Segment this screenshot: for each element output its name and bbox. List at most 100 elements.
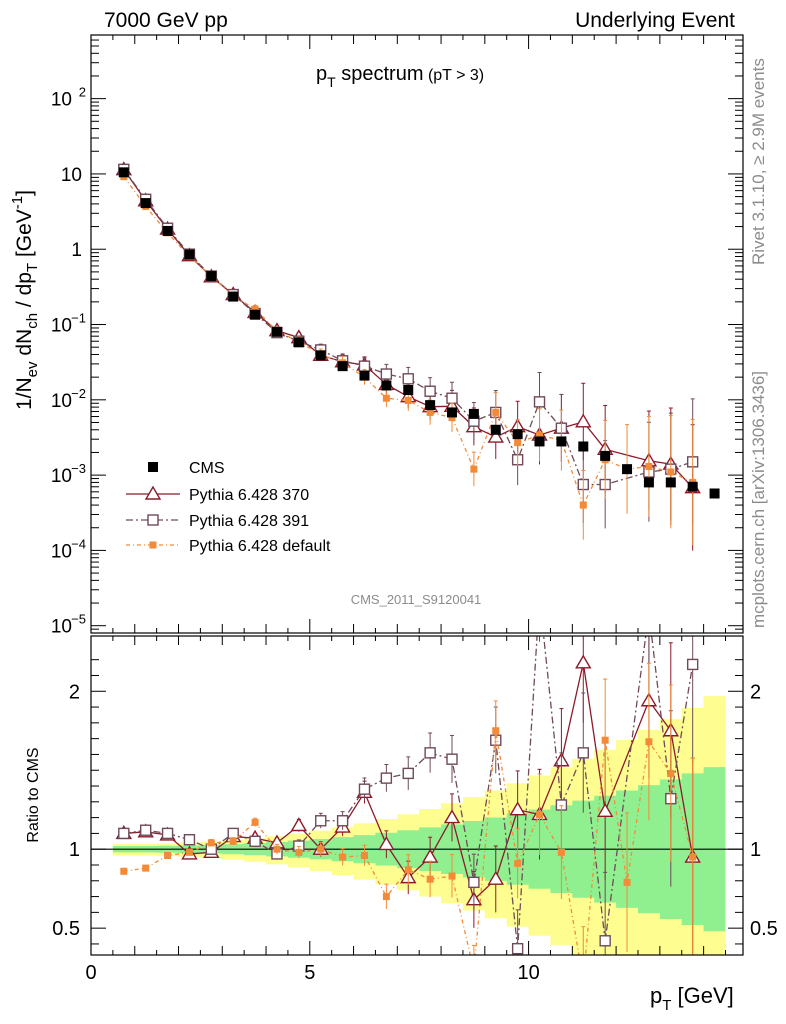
ratio-point-p370-21 — [575, 654, 592, 669]
xlab-3: [GeV] — [671, 983, 733, 1008]
mcplots-label: mcplots.cern.ch [arXiv:1306.3436] — [749, 371, 768, 628]
y-tick-label-3: 10−2 — [51, 386, 86, 412]
x-tick-label-5: 5 — [304, 962, 315, 984]
ratio-point-pdef-15 — [448, 872, 456, 880]
main-point-p370-17 — [487, 428, 504, 443]
y-tick-label-6: 10 — [61, 165, 82, 186]
ratio-point-p391-15 — [446, 753, 458, 765]
ratio-point-pdef-18 — [514, 859, 522, 867]
ratio-point-p370-22 — [596, 802, 614, 817]
x-axis-label: pT [GeV] — [650, 983, 734, 1014]
legend-marker-p391 — [147, 514, 159, 526]
ratio-point-p370-15 — [443, 809, 461, 824]
cms-point-2 — [162, 225, 173, 236]
ratio-point-p391-16 — [468, 876, 480, 889]
ratio-point-pdef-22 — [601, 736, 609, 744]
legend: CMS Pythia 6.428 370 Pythia 6.428 391 Pythi… — [126, 460, 331, 555]
ylab-4: ch — [24, 313, 41, 329]
legend-marker-p370 — [144, 485, 162, 500]
ratio-series-line-pdef — [123, 730, 694, 955]
ratio-point-p391-10 — [336, 815, 349, 827]
ylab-3: dN — [13, 329, 36, 362]
main-point-pdef-6 — [251, 305, 259, 313]
ratio-point-pdef-0 — [120, 867, 128, 875]
ratio-tick-label-l-1: 1 — [69, 839, 80, 861]
legend-label-cms: CMS — [189, 460, 225, 477]
ratio-point-pdef-13 — [404, 866, 412, 874]
ratio-tick-label-r-1: 1 — [750, 839, 761, 861]
ylab-2: ev — [24, 361, 41, 377]
cms-point-25 — [665, 477, 676, 488]
main-series-line-p370 — [123, 169, 694, 489]
main-point-pdef-21 — [579, 501, 587, 509]
ratio-point-p391-9 — [315, 815, 327, 827]
cms-point-20 — [556, 436, 567, 447]
cms-point-10 — [337, 361, 348, 372]
ylab-9: ] — [13, 190, 36, 196]
ratio-point-pdef-16 — [470, 967, 477, 974]
ratio-axis-label: Ratio to CMS — [25, 747, 42, 842]
ylab-7: [GeV — [13, 209, 36, 263]
ratio-point-p391-12 — [380, 772, 393, 784]
main-plot-frame — [90, 34, 744, 634]
cms-point-23 — [622, 464, 633, 475]
main-series-line-p391 — [123, 168, 693, 486]
cms-point-9 — [315, 350, 326, 361]
ratio-point-p391-19 — [535, 592, 545, 602]
ratio-point-pdef-12 — [382, 893, 390, 901]
legend-marker-pdef — [149, 541, 157, 549]
ratio-point-pdef-14 — [426, 875, 434, 883]
main-point-pdef-19 — [536, 431, 544, 439]
ratio-point-pdef-7 — [273, 845, 281, 853]
y-tick-label-5: 1 — [71, 240, 82, 261]
main-point-pdef-14 — [426, 408, 434, 416]
ratio-point-p391-23 — [644, 607, 654, 617]
y-tick-label-7: 10 2 — [51, 85, 86, 111]
main-panel-series — [115, 161, 720, 551]
cms-point-3 — [184, 249, 195, 260]
main-point-pdef-18 — [514, 439, 522, 447]
ratio-point-pdef-23 — [623, 878, 631, 886]
ratio-point-pdef-3 — [185, 848, 193, 856]
ratio-point-pdef-26 — [689, 853, 697, 861]
ratio-point-pdef-21 — [580, 977, 587, 984]
rivet-label: Rivet 3.1.10, ≥ 2.9M events — [749, 58, 768, 265]
ratio-point-p391-5 — [227, 827, 239, 840]
cms-point-18 — [512, 429, 523, 440]
ratio-point-pdef-9 — [317, 845, 325, 853]
y-tick-label-1: 10−4 — [51, 536, 86, 562]
cms-point-27 — [709, 488, 720, 499]
y-tick-exp-1: −4 — [71, 536, 86, 551]
main-point-p391-15 — [446, 392, 458, 404]
ratio-point-pdef-8 — [295, 848, 303, 856]
ratio-point-p370-12 — [378, 836, 395, 851]
ratio-point-pdef-20 — [557, 848, 565, 856]
ratio-point-p391-0 — [118, 827, 130, 840]
x-tick-label-0: 0 — [85, 962, 96, 984]
ratio-point-p391-14 — [424, 747, 436, 759]
plot-title-sub: T — [327, 74, 336, 90]
cms-point-1 — [140, 198, 151, 209]
ratio-point-pdef-25 — [667, 769, 675, 777]
ratio-point-pdef-2 — [164, 852, 172, 860]
ylab-6: T — [24, 263, 41, 272]
data-series — [115, 161, 720, 984]
cms-point-12 — [381, 380, 392, 391]
cms-point-24 — [643, 477, 654, 488]
analysis-id: CMS_2011_S9120041 — [351, 592, 482, 607]
ratio-tick-label-r-0.5: 0.5 — [750, 918, 778, 940]
main-point-pdef-17 — [492, 408, 500, 416]
axes: 0 5 10 10−5 10−4 10−3 10−2 10−1 1 10 10 2 0.5 0.5 1 1 2 2 — [51, 34, 778, 984]
ratio-point-p391-13 — [402, 767, 414, 780]
ratio-point-p391-25 — [686, 658, 699, 671]
cms-point-4 — [206, 271, 217, 282]
cms-point-7 — [271, 326, 282, 337]
ratio-tick-label-r-2: 2 — [750, 681, 761, 703]
ratio-plot-frame — [90, 635, 744, 956]
y-tick-exp-3: −2 — [71, 386, 86, 401]
y-tick-exp-4: −1 — [71, 311, 86, 326]
ratio-tick-label-l-2: 2 — [69, 681, 80, 703]
ylab-1: 1/N — [13, 377, 36, 410]
plot-title: pT spectrum (pT > 3) — [316, 63, 484, 90]
